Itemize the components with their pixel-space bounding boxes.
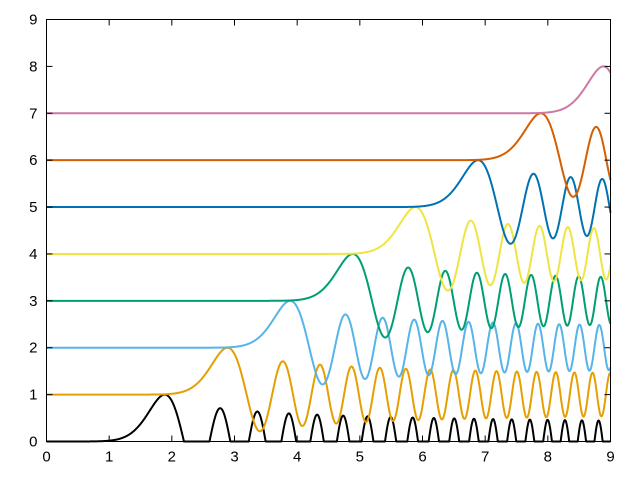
series-line-1 (45, 346, 612, 433)
series-line-6 (45, 112, 612, 198)
x-tick-label: 6 (418, 449, 426, 466)
x-tick-label: 0 (42, 449, 50, 466)
series-line-3 (45, 252, 612, 339)
y-tick-label: 2 (29, 340, 37, 357)
ticks-layer: 0 1 2 3 4 5 6 7 8 9 0 1 2 3 4 5 6 7 8 9 (29, 12, 615, 466)
plot-frame (46, 19, 611, 442)
y-tick-label: 6 (29, 152, 37, 169)
x-tick-label: 4 (293, 449, 301, 466)
x-tick-label: 1 (105, 449, 113, 466)
series-line-5 (45, 159, 612, 245)
y-tick-label: 3 (29, 293, 37, 310)
series-line-2 (45, 299, 612, 386)
y-tick-label: 9 (29, 12, 37, 29)
y-tick-label: 1 (29, 387, 37, 404)
series-line-7 (45, 65, 612, 115)
x-tick-label: 9 (606, 449, 614, 466)
x-tick-label: 5 (356, 449, 364, 466)
x-tick-label: 7 (481, 449, 489, 466)
y-tick-label: 5 (29, 199, 37, 216)
y-tick-label: 7 (29, 105, 37, 122)
series-line-4 (45, 206, 612, 292)
series-layer (45, 65, 612, 443)
y-tick-label: 0 (29, 434, 37, 451)
y-tick-label: 8 (29, 58, 37, 75)
x-tick-label: 3 (230, 449, 238, 466)
x-tick-label: 8 (544, 449, 552, 466)
y-tick-label: 4 (29, 246, 37, 263)
x-tick-label: 2 (168, 449, 176, 466)
